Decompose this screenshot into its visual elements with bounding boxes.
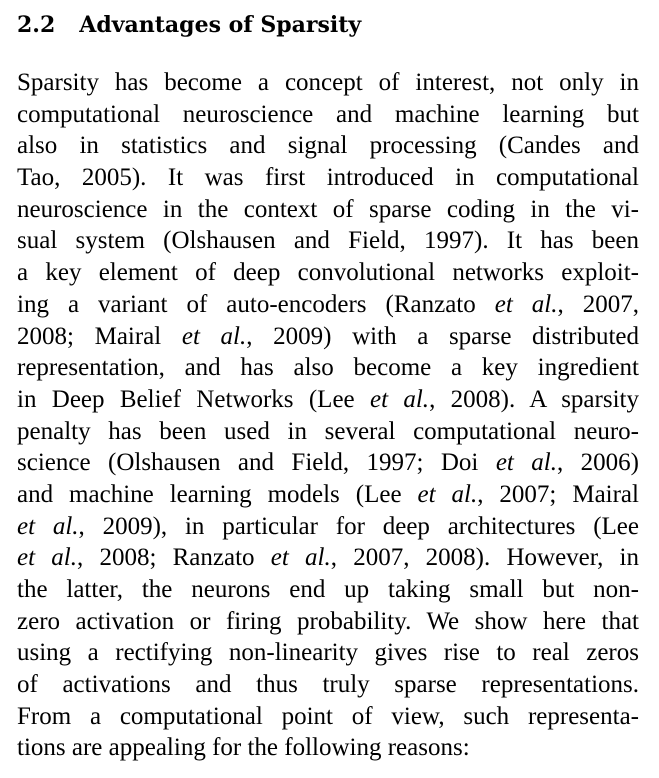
paragraph-line: a key element of deep convolutional netw…	[17, 259, 639, 287]
paragraph-line: ing a variant of auto-encoders (Ranzato …	[17, 290, 639, 318]
section-heading: 2.2 Advantages of Sparsity	[17, 10, 361, 40]
paragraph-line: and machine learning models (Lee et al.,…	[17, 480, 639, 508]
paragraph-line: representation, and has also become a ke…	[17, 354, 639, 382]
paragraph-line: sual system (Olshausen and Field, 1997).…	[17, 227, 639, 255]
paragraph-line: 2008; Mairal et al., 2009) with a sparse…	[17, 322, 639, 350]
paragraph-line: tions are appealing for the following re…	[17, 734, 470, 762]
paragraph-line: of activations and thus truly sparse rep…	[17, 671, 639, 699]
paragraph-line: also in statistics and signal processing…	[17, 132, 639, 160]
paragraph-line: zero activation or firing probability. W…	[17, 607, 639, 635]
paragraph-line: Sparsity has become a concept of interes…	[17, 69, 639, 96]
paragraph-line: science (Olshausen and Field, 1997; Doi …	[17, 449, 639, 477]
paragraph-line: et al., 2008; Ranzato et al., 2007, 2008…	[17, 544, 639, 572]
paragraph-line: using a rectifying non-linearity gives r…	[17, 639, 639, 667]
paragraph-line: the latter, the neurons end up taking sm…	[17, 576, 639, 603]
paragraph-line: neuroscience in the context of sparse co…	[17, 195, 639, 223]
paragraph-line: et al., 2009), in particular for deep ar…	[17, 512, 639, 540]
paragraph-line: penalty has been used in several computa…	[17, 417, 639, 445]
body-paragraph: Sparsity has become a concept of interes…	[17, 67, 639, 764]
paragraph-line: computational neuroscience and machine l…	[17, 100, 639, 128]
paragraph-line: Tao, 2005). It was first introduced in c…	[17, 164, 639, 192]
section-title: Advantages of Sparsity	[79, 12, 362, 38]
section-number: 2.2	[17, 12, 56, 38]
paragraph-line: From a computational point of view, such…	[17, 702, 639, 730]
paragraph-line: in Deep Belief Networks (Lee et al., 200…	[17, 385, 639, 413]
